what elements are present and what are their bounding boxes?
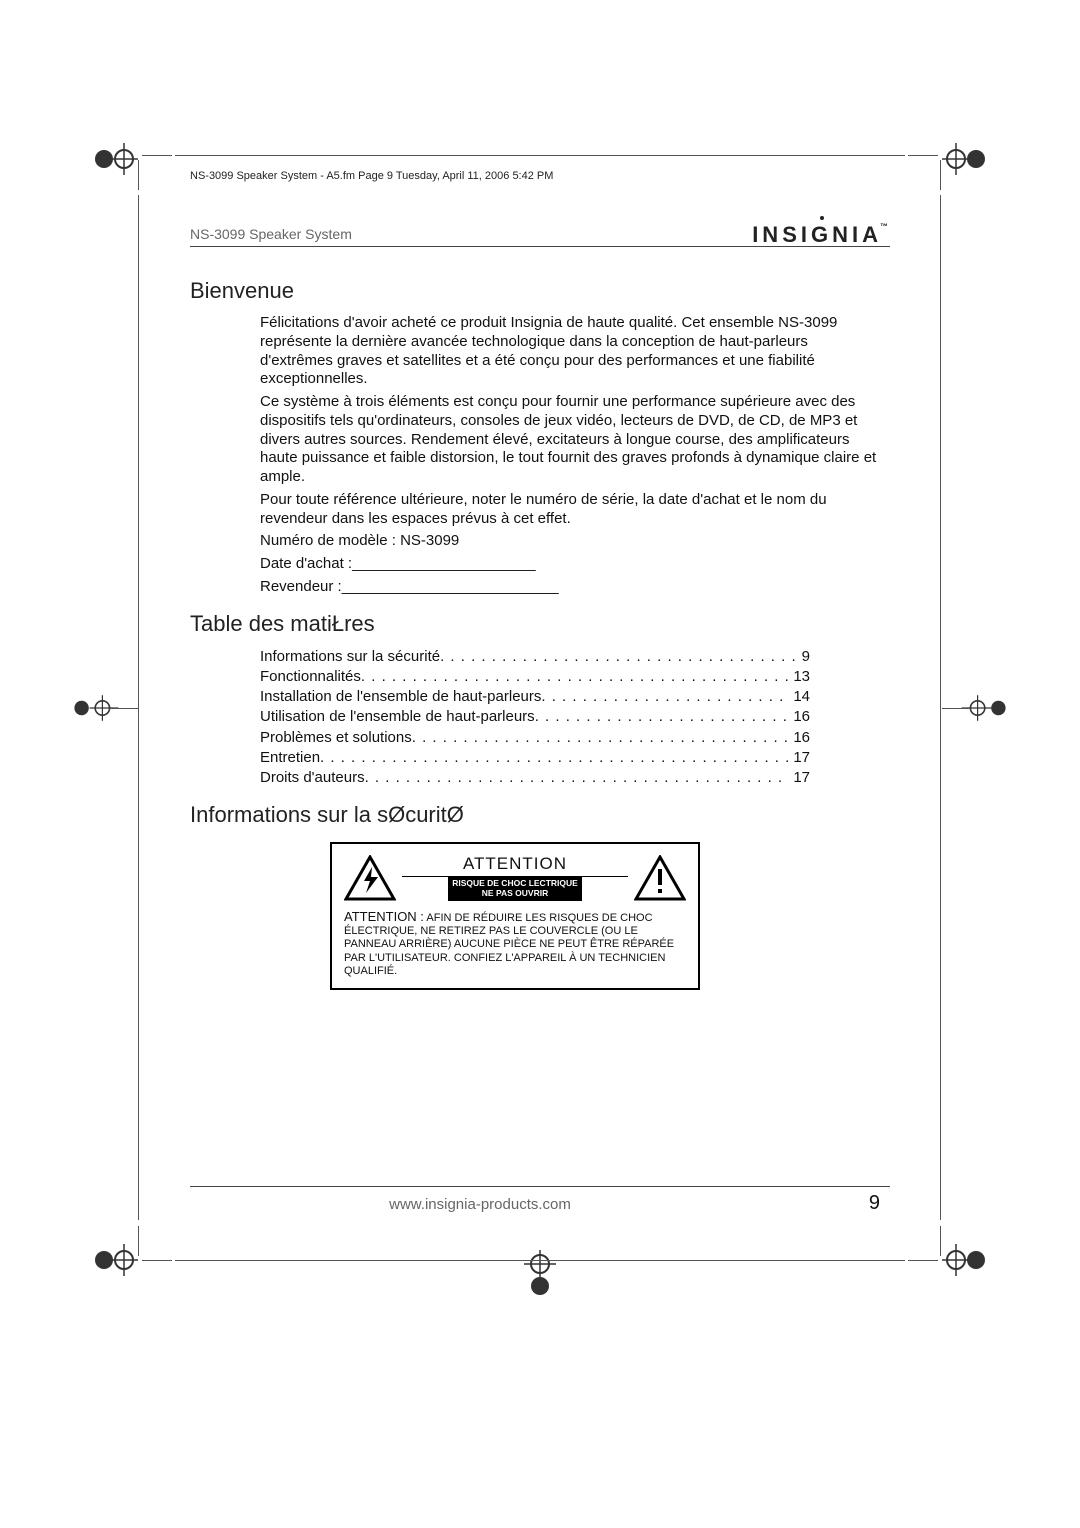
toc-page: 17 <box>789 748 810 768</box>
table-of-contents: Informations sur la sécurité9Fonctionnal… <box>260 647 810 789</box>
toc-dots <box>361 667 789 687</box>
crop-tick <box>908 1260 938 1261</box>
toc-dots <box>535 707 790 727</box>
toc-dots <box>541 687 789 707</box>
crop-line <box>175 1260 905 1261</box>
footer-rule <box>190 1186 890 1187</box>
frame-header-text: NS-3099 Speaker System - A5.fm Page 9 Tu… <box>190 170 553 182</box>
page-content: Bienvenue Félicitations d'avoir acheté c… <box>190 270 890 990</box>
toc-dots <box>320 748 789 768</box>
welcome-body: Félicitations d'avoir acheté ce produit … <box>260 314 880 597</box>
crop-tick <box>142 1260 172 1261</box>
toc-page: 14 <box>789 687 810 707</box>
toc-label: Droits d'auteurs <box>260 768 365 788</box>
toc-row: Installation de l'ensemble de haut-parle… <box>260 687 810 707</box>
warning-box: ATTENTION RISQUE DE CHOC LECTRIQUE NE PA… <box>330 842 700 990</box>
lightning-triangle-icon <box>344 855 396 901</box>
toc-page: 16 <box>789 728 810 748</box>
date-line: Date d'achat :______________________ <box>260 555 880 574</box>
toc-page: 9 <box>798 647 810 667</box>
heading-safety: Informations sur la sØcuritØ <box>190 802 890 828</box>
toc-label: Fonctionnalités <box>260 667 361 687</box>
welcome-p3: Pour toute référence ultérieure, noter l… <box>260 491 880 529</box>
footer-url: www.insignia-products.com <box>190 1196 770 1213</box>
exclamation-triangle-icon <box>634 855 686 901</box>
toc-row: Informations sur la sécurité 9 <box>260 647 810 667</box>
toc-page: 16 <box>789 707 810 727</box>
crop-tick <box>942 708 972 709</box>
toc-label: Problèmes et solutions <box>260 728 412 748</box>
heading-toc: Table des matiŁres <box>190 611 890 637</box>
dealer-line: Revendeur :__________________________ <box>260 578 880 597</box>
welcome-p2: Ce système à trois éléments est conçu po… <box>260 393 880 487</box>
toc-row: Entretien 17 <box>260 748 810 768</box>
toc-row: Fonctionnalités 13 <box>260 667 810 687</box>
heading-welcome: Bienvenue <box>190 278 890 304</box>
warning-title: ATTENTION <box>402 854 628 877</box>
crop-line <box>138 195 139 1220</box>
toc-label: Informations sur la sécurité <box>260 647 440 667</box>
warning-sub: RISQUE DE CHOC LECTRIQUE NE PAS OUVRIR <box>448 877 582 901</box>
warning-body: ATTENTION : AFIN DE RÉDUIRE LES RISQUES … <box>344 909 686 978</box>
crop-tick <box>940 160 941 190</box>
crop-line <box>175 155 905 156</box>
crop-line <box>940 195 941 1220</box>
page-number: 9 <box>869 1192 880 1215</box>
regmark-top-right <box>942 135 990 183</box>
toc-label: Entretien <box>260 748 320 768</box>
toc-label: Installation de l'ensemble de haut-parle… <box>260 687 541 707</box>
toc-label: Utilisation de l'ensemble de haut-parleu… <box>260 707 535 727</box>
regmark-bot-left <box>90 1236 138 1284</box>
crop-tick <box>940 1226 941 1256</box>
toc-dots <box>440 647 798 667</box>
model-line: Numéro de modèle : NS-3099 <box>260 532 880 551</box>
regmark-top-left <box>90 135 138 183</box>
product-title: NS-3099 Speaker System <box>190 226 352 242</box>
toc-row: Droits d'auteurs 17 <box>260 768 810 788</box>
toc-row: Problèmes et solutions 16 <box>260 728 810 748</box>
toc-dots <box>412 728 790 748</box>
regmark-bot-center <box>516 1250 564 1298</box>
toc-page: 17 <box>789 768 810 788</box>
header-rule <box>190 246 890 247</box>
toc-dots <box>365 768 790 788</box>
regmark-bot-right <box>942 1236 990 1284</box>
welcome-p1: Félicitations d'avoir acheté ce produit … <box>260 314 880 389</box>
crop-tick <box>138 160 139 190</box>
crop-tick <box>138 1226 139 1256</box>
crop-tick <box>142 155 172 156</box>
toc-page: 13 <box>789 667 810 687</box>
crop-tick <box>908 155 938 156</box>
toc-row: Utilisation de l'ensemble de haut-parleu… <box>260 707 810 727</box>
crop-tick <box>108 708 138 709</box>
brand-logo: INSIGNIA™ <box>752 222 888 248</box>
